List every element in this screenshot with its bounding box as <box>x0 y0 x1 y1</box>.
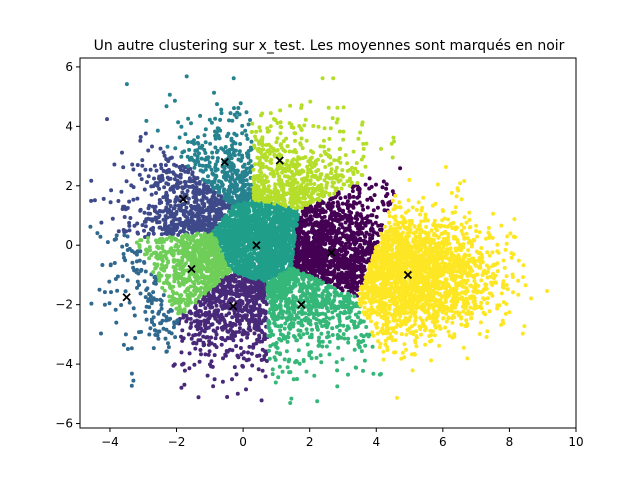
scatter-points <box>88 74 550 405</box>
cluster-points-5 <box>211 198 300 283</box>
x-tick-label: 4 <box>372 435 380 449</box>
y-tick-label: 0 <box>65 238 73 252</box>
mean-marker-0 <box>327 248 336 257</box>
y-tick-label: −4 <box>55 357 73 371</box>
cluster-points-8 <box>249 76 396 211</box>
cluster-points-2 <box>89 117 234 239</box>
x-tick-label: 0 <box>239 435 247 449</box>
cluster-points-7 <box>134 231 233 316</box>
y-tick-label: 4 <box>65 119 73 133</box>
cluster-points-0 <box>291 166 403 298</box>
x-axis: −4 −2 0 2 4 6 8 10 <box>101 428 584 449</box>
mean-marker-4 <box>220 157 229 167</box>
mean-marker-9 <box>403 270 413 280</box>
mean-marker-5 <box>252 241 261 250</box>
mean-marker-6 <box>297 300 306 309</box>
cluster-points-6 <box>265 266 383 405</box>
mean-marker-8 <box>275 156 284 165</box>
cluster-points-9 <box>357 165 550 400</box>
x-tick-label: −2 <box>168 435 186 449</box>
y-tick-label: −2 <box>55 298 73 312</box>
x-tick-label: −4 <box>101 435 119 449</box>
cluster-points-3 <box>88 224 180 388</box>
y-tick-label: 6 <box>65 60 73 74</box>
y-tick-label: −6 <box>55 417 73 431</box>
mean-marker-2 <box>179 195 188 204</box>
x-tick-label: 2 <box>306 435 314 449</box>
y-axis: −6 −4 −2 0 2 4 6 <box>55 60 80 431</box>
x-tick-label: 10 <box>568 435 583 449</box>
y-tick-label: 2 <box>65 179 73 193</box>
mean-marker-3 <box>122 293 131 302</box>
x-tick-label: 8 <box>506 435 514 449</box>
chart-title: Un autre clustering sur x_test. Les moye… <box>94 38 565 54</box>
cluster-means <box>122 156 413 311</box>
x-tick-label: 6 <box>439 435 447 449</box>
mean-marker-7 <box>187 264 196 274</box>
mean-marker-1 <box>228 302 238 311</box>
cluster-points-4 <box>124 74 255 208</box>
plot-frame <box>79 57 577 429</box>
